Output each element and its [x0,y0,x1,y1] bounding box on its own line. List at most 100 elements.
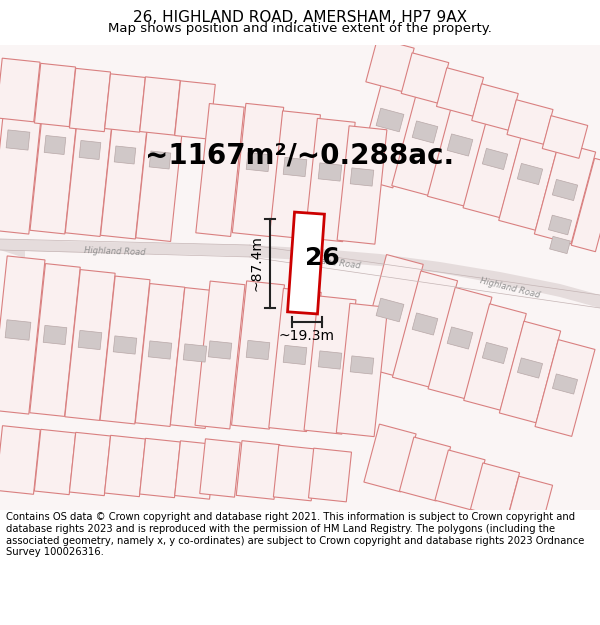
Bar [170,288,220,429]
Bar [101,101,149,239]
Bar [195,281,245,429]
Bar [318,351,342,369]
Bar [392,271,458,387]
Bar [175,81,215,139]
Bar [0,58,40,122]
Bar [140,438,181,498]
Bar [34,63,76,127]
Bar [246,341,270,359]
Bar [337,303,388,437]
Bar [350,356,374,374]
Text: Highland Road: Highland Road [299,254,361,270]
Bar [401,52,449,103]
Bar [428,288,492,399]
Text: 26: 26 [305,246,340,270]
Text: ~1167m²/~0.288ac.: ~1167m²/~0.288ac. [145,141,455,169]
Bar [337,126,387,244]
Bar [43,326,67,344]
Bar [463,106,527,218]
Bar [548,215,572,235]
Bar [550,236,571,254]
Text: Map shows position and indicative extent of the property.: Map shows position and indicative extent… [108,22,492,35]
Bar [517,358,542,378]
Bar [246,152,270,172]
Bar [269,111,320,239]
Polygon shape [0,250,25,258]
Bar [5,320,31,340]
Text: Highland Road: Highland Road [479,276,541,300]
Bar [470,463,520,519]
Bar [376,298,404,322]
Bar [304,296,356,434]
Bar [274,445,317,501]
Bar [0,256,45,414]
Text: Highland Road: Highland Road [84,246,146,258]
Bar [65,94,115,236]
Bar [236,441,280,499]
Bar [34,429,76,494]
Bar [356,62,424,188]
Bar [135,284,185,426]
Bar [70,68,110,132]
Bar [0,426,40,494]
Polygon shape [0,239,250,257]
Bar [200,439,240,497]
Text: ~87.4m: ~87.4m [249,236,263,291]
Bar [232,281,284,429]
Bar [499,124,561,230]
Bar [78,331,102,349]
Bar [535,142,596,244]
Bar [100,276,150,424]
Bar [464,304,526,410]
Bar [482,342,508,364]
Bar [350,168,374,186]
Bar [114,146,136,164]
Bar [140,77,180,135]
Bar [232,103,284,237]
Bar [6,130,30,150]
Bar [553,374,578,394]
Bar [65,269,115,421]
Bar [517,163,542,184]
Bar [499,321,560,422]
Bar [535,339,595,436]
Bar [104,436,145,497]
Bar [30,86,80,234]
Bar [283,346,307,364]
Bar [149,151,171,169]
Bar [70,432,110,496]
Bar [287,212,325,314]
Bar [183,344,207,362]
Bar [400,437,451,501]
Bar [0,76,45,234]
Bar [208,341,232,359]
Bar [357,254,423,376]
Bar [412,313,438,335]
Bar [507,100,553,144]
Bar [105,74,145,132]
Bar [392,74,458,196]
Bar [542,116,588,158]
Bar [472,84,518,130]
Bar [366,38,414,92]
Bar [308,448,352,502]
Text: ~19.3m: ~19.3m [279,329,335,343]
Bar [412,121,438,143]
Bar [30,264,80,416]
Bar [283,158,307,177]
Bar [427,90,493,206]
Bar [148,341,172,359]
Bar [447,134,473,156]
Bar [571,158,600,252]
Bar [435,450,485,510]
Polygon shape [250,245,600,308]
Bar [364,424,416,492]
Bar [436,68,484,116]
Text: Contains OS data © Crown copyright and database right 2021. This information is : Contains OS data © Crown copyright and d… [6,512,584,557]
Bar [136,109,184,241]
Bar [113,336,137,354]
Bar [508,476,553,528]
Bar [553,179,578,201]
Bar [175,441,215,499]
Bar [482,148,508,169]
